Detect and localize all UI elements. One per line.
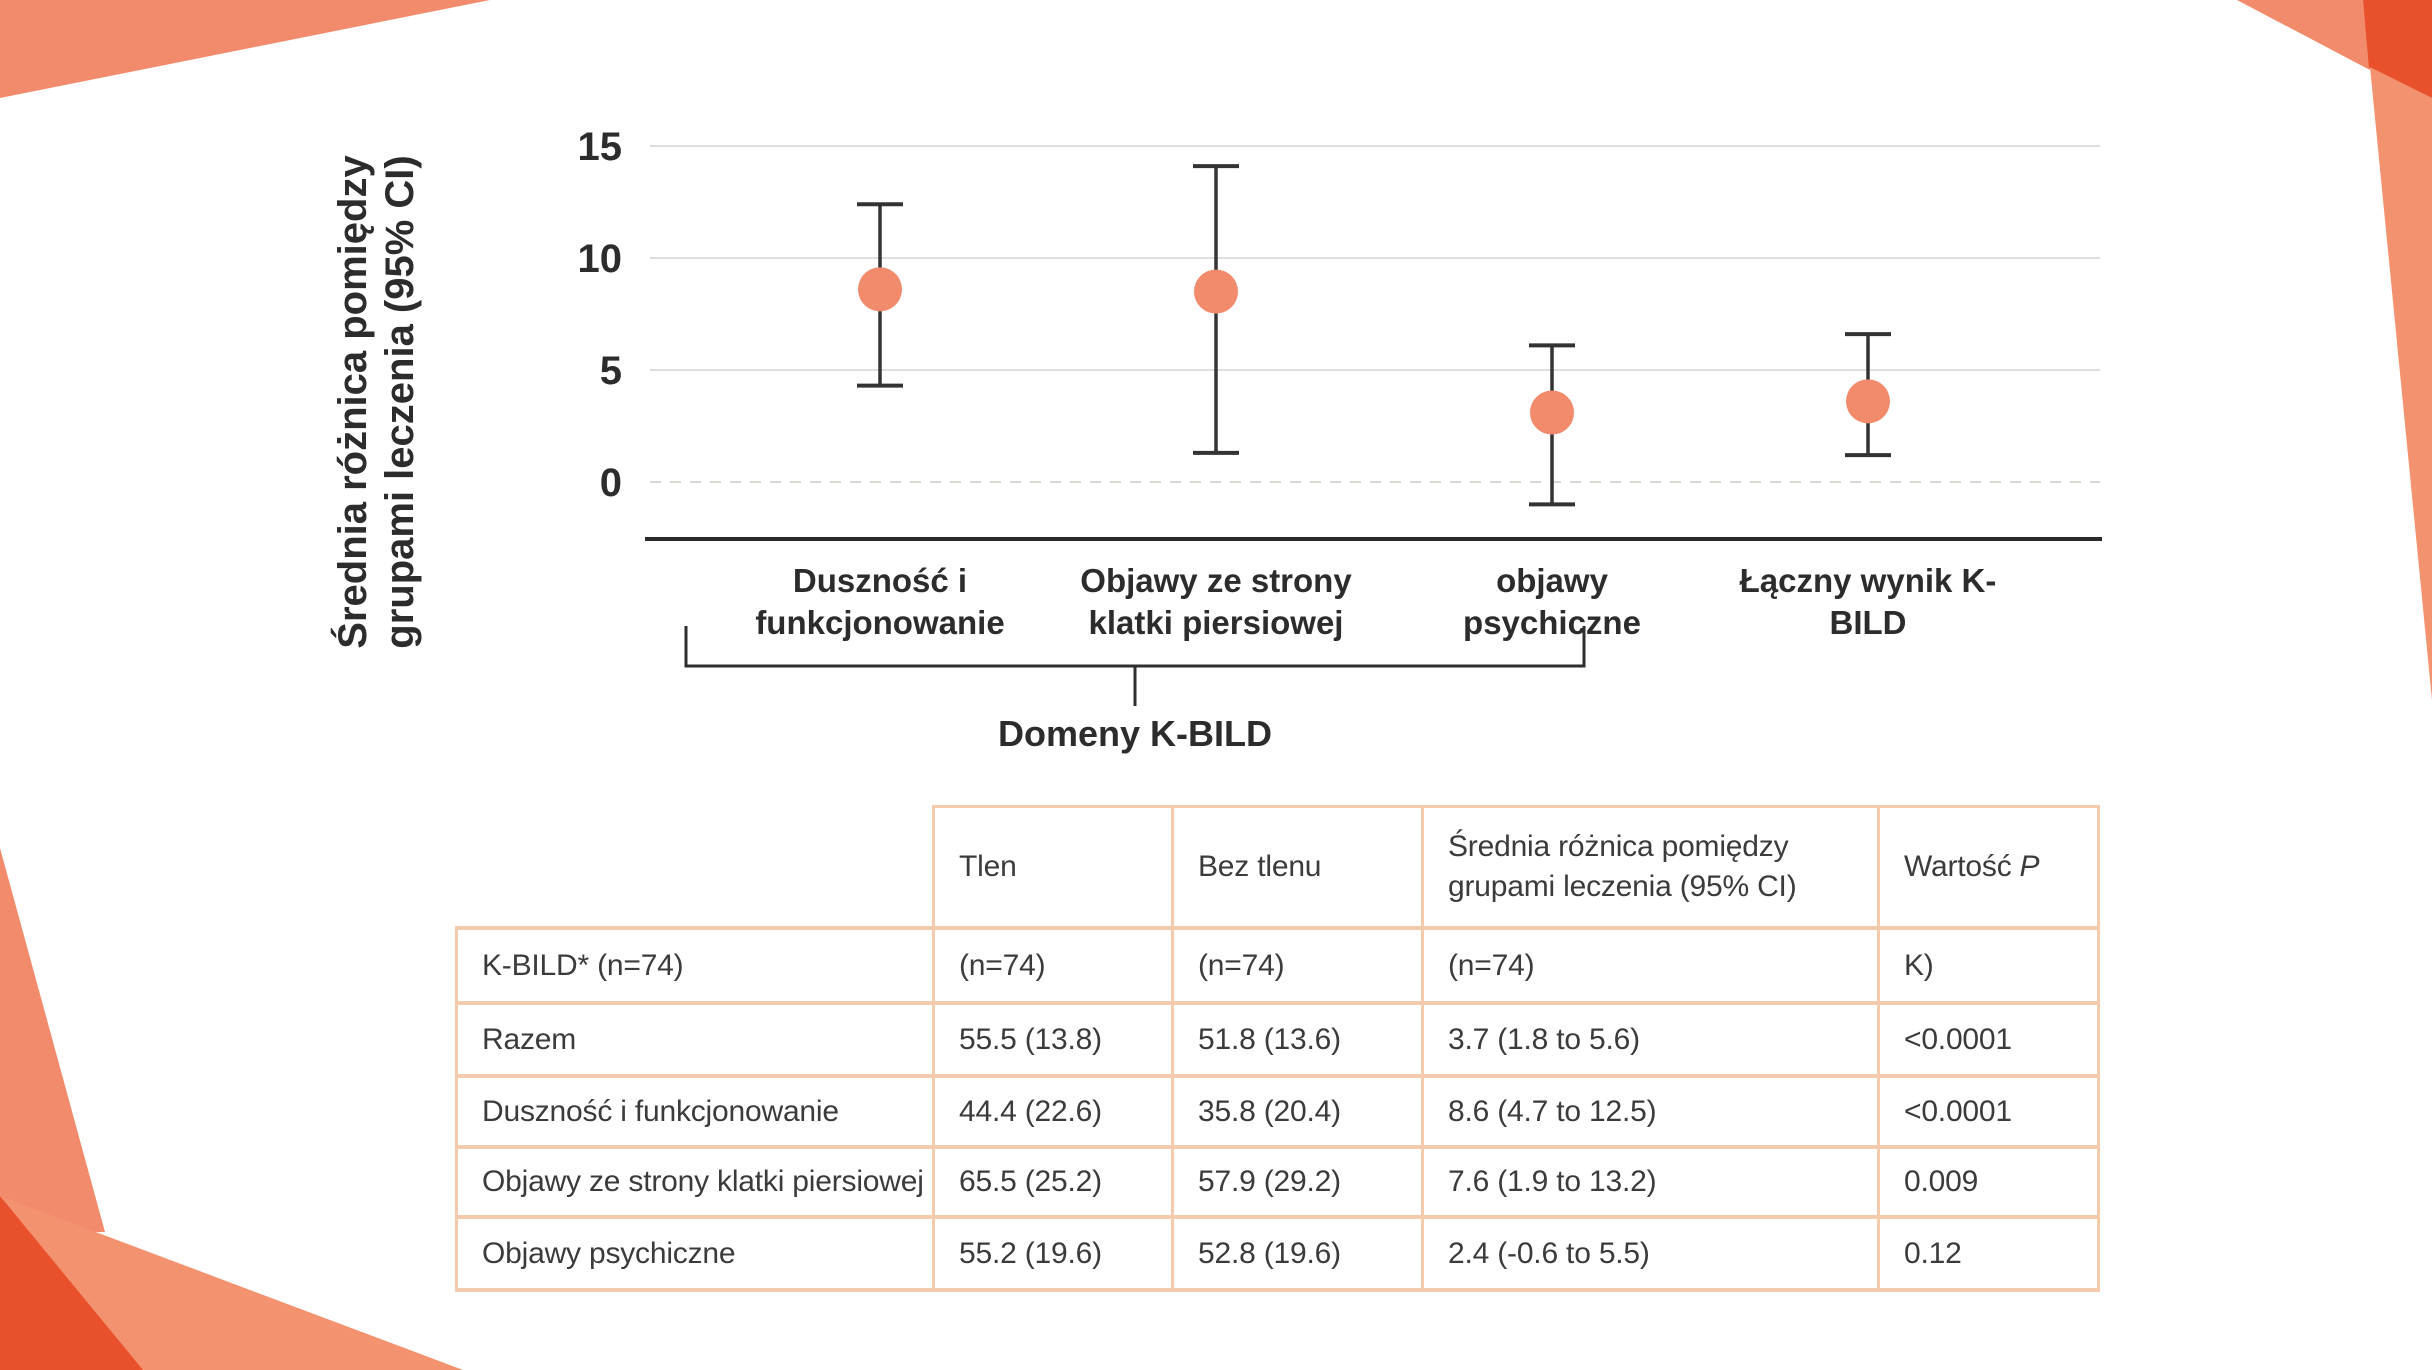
x-category-label: objawy xyxy=(1496,562,1609,599)
table-cell: K) xyxy=(1880,930,2100,1005)
table-row-label: Objawy ze strony klatki piersiowej xyxy=(455,1149,935,1219)
table-cell: (n=74) xyxy=(935,930,1174,1005)
corner-decoration-top-left xyxy=(0,0,490,98)
corner-decoration-top-right-dark xyxy=(2363,0,2432,98)
data-point-marker xyxy=(1194,269,1238,314)
table-header-tlen: Tlen xyxy=(935,805,1174,930)
table-cell: 55.2 (19.6) xyxy=(935,1219,1174,1292)
x-category-label: funkcjonowanie xyxy=(755,604,1004,641)
y-axis-label-group: Średnia różnica pomiędzy grupami leczenia… xyxy=(329,155,422,649)
table-cell: <0.0001 xyxy=(1880,1078,2100,1149)
table-cell: 52.8 (19.6) xyxy=(1174,1219,1424,1292)
table-header-wartosc-text: Wartość xyxy=(1904,850,2012,883)
y-axis-label-line: grupami leczenia (95% CI) xyxy=(378,155,422,648)
table-cell: 8.6 (4.7 to 12.5) xyxy=(1424,1078,1880,1149)
results-table: Tlen Bez tlenu Średnia różnica pomiędzy … xyxy=(455,805,2100,1292)
table-cell: <0.0001 xyxy=(1880,1005,2100,1078)
corner-decoration-bottom-left-dark xyxy=(0,1196,143,1370)
bracket-group-label: Domeny K-BILD xyxy=(998,713,1272,754)
table-cell: (n=74) xyxy=(1424,930,1880,1005)
table-header-srednia-roznica: Średnia różnica pomiędzy grupami leczeni… xyxy=(1424,805,1880,930)
table-cell: 7.6 (1.9 to 13.2) xyxy=(1424,1149,1880,1219)
table-cell: 57.9 (29.2) xyxy=(1174,1149,1424,1219)
corner-decoration-bottom-left-band xyxy=(0,848,105,1232)
y-tick-label: 15 xyxy=(578,125,623,169)
corner-decoration-bottom-left-wedge xyxy=(0,1196,463,1370)
table-row-label: K-BILD* (n=74) xyxy=(455,930,935,1005)
corner-decoration-top-right-salmon xyxy=(2237,0,2370,70)
table-cell: 2.4 (-0.6 to 5.5) xyxy=(1424,1219,1880,1292)
y-tick-label: 0 xyxy=(600,461,622,505)
table-header-wartosc-p: Wartość P xyxy=(1880,805,2100,930)
table-cell: 51.8 (13.6) xyxy=(1174,1005,1424,1078)
table-cell: 0.12 xyxy=(1880,1219,2100,1292)
x-category-label: psychiczne xyxy=(1463,604,1641,641)
x-category-label: Duszność i xyxy=(793,562,967,599)
data-point-marker xyxy=(858,267,902,312)
y-tick-label: 5 xyxy=(600,349,622,393)
table-cell: 3.7 (1.8 to 5.6) xyxy=(1424,1005,1880,1078)
table-cell: 65.5 (25.2) xyxy=(935,1149,1174,1219)
table-header-bez-tlenu: Bez tlenu xyxy=(1174,805,1424,930)
x-category-label: BILD xyxy=(1830,604,1907,641)
table-cell: 0.009 xyxy=(1880,1149,2100,1219)
table-cell: 44.4 (22.6) xyxy=(935,1078,1174,1149)
table-header-p-italic: P xyxy=(2019,850,2040,883)
table-cell: 55.5 (13.8) xyxy=(935,1005,1174,1078)
x-category-label: Łączny wynik K- xyxy=(1740,562,1997,599)
table-cell: 35.8 (20.4) xyxy=(1174,1078,1424,1149)
table-row-label: Objawy psychiczne xyxy=(455,1219,935,1292)
data-point-marker xyxy=(1530,390,1574,435)
data-point-marker xyxy=(1846,379,1890,424)
table-cell: (n=74) xyxy=(1174,930,1424,1005)
y-axis-label-line: Średnia różnica pomiędzy xyxy=(329,155,375,649)
right-edge-sliver xyxy=(2370,67,2432,700)
x-category-label: Objawy ze strony xyxy=(1080,562,1352,599)
table-row-label: Duszność i funkcjonowanie xyxy=(455,1078,935,1149)
x-category-label: klatki piersiowej xyxy=(1089,604,1344,641)
y-tick-label: 10 xyxy=(578,237,623,281)
table-corner-cell xyxy=(455,805,935,930)
table-row-label: Razem xyxy=(455,1005,935,1078)
